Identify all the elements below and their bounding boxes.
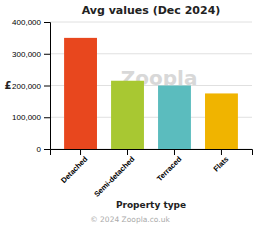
chart: Zoopla0100,000200,000300,000400,000Detac… xyxy=(0,0,260,225)
y-tick: 200,000 xyxy=(12,82,50,91)
y-tick-mark xyxy=(44,117,50,118)
x-tick-mark xyxy=(80,149,81,155)
x-axis: DetachedSemi-detached Terraced Flats xyxy=(51,149,253,199)
y-tick: 0 xyxy=(37,145,50,154)
x-tick-label: Flats xyxy=(212,155,231,174)
y-tick-mark xyxy=(44,54,50,55)
x-axis-title: Property type xyxy=(116,200,186,210)
y-tick-label: 300,000 xyxy=(12,50,41,59)
bar xyxy=(64,38,97,149)
y-axis-line xyxy=(44,23,51,150)
x-tick-mark xyxy=(127,149,128,155)
bar xyxy=(205,93,238,149)
grid-line xyxy=(50,22,252,23)
y-tick-label: 100,000 xyxy=(12,113,41,122)
x-axis-line xyxy=(51,150,253,156)
y-tick: 100,000 xyxy=(12,113,50,122)
y-tick: 400,000 xyxy=(12,18,50,27)
x-tick: Detached xyxy=(59,149,90,185)
y-axis-title: £ xyxy=(5,80,12,91)
y-tick-label: 200,000 xyxy=(12,82,41,91)
bars xyxy=(64,38,238,149)
title: Avg values (Dec 2024) xyxy=(82,4,221,17)
y-tick-label: 0 xyxy=(37,145,42,154)
bar xyxy=(111,81,144,149)
x-tick-label: Semi-detached xyxy=(92,154,136,198)
x-tick-mark xyxy=(221,149,222,155)
y-tick: 300,000 xyxy=(12,50,50,59)
copyright: © 2024 Zoopla.co.uk xyxy=(90,215,170,224)
x-tick: Semi-detached xyxy=(92,149,136,199)
y-tick-label: 400,000 xyxy=(12,18,41,27)
y-tick-mark xyxy=(44,149,50,150)
y-axis: 0 100,000 200,000 300,000 400,000 xyxy=(12,18,50,154)
x-tick-label: Terraced xyxy=(155,154,184,183)
plot-area: Zoopla0100,000200,000300,000400,000Detac… xyxy=(12,18,252,199)
y-tick-mark xyxy=(44,86,50,87)
y-tick-mark xyxy=(44,22,50,23)
x-tick-mark xyxy=(174,149,175,155)
x-tick: Flats xyxy=(212,149,231,173)
x-tick: Terraced xyxy=(155,149,184,183)
x-tick-label: Detached xyxy=(59,154,90,185)
grid xyxy=(50,22,252,149)
bar xyxy=(158,86,191,150)
